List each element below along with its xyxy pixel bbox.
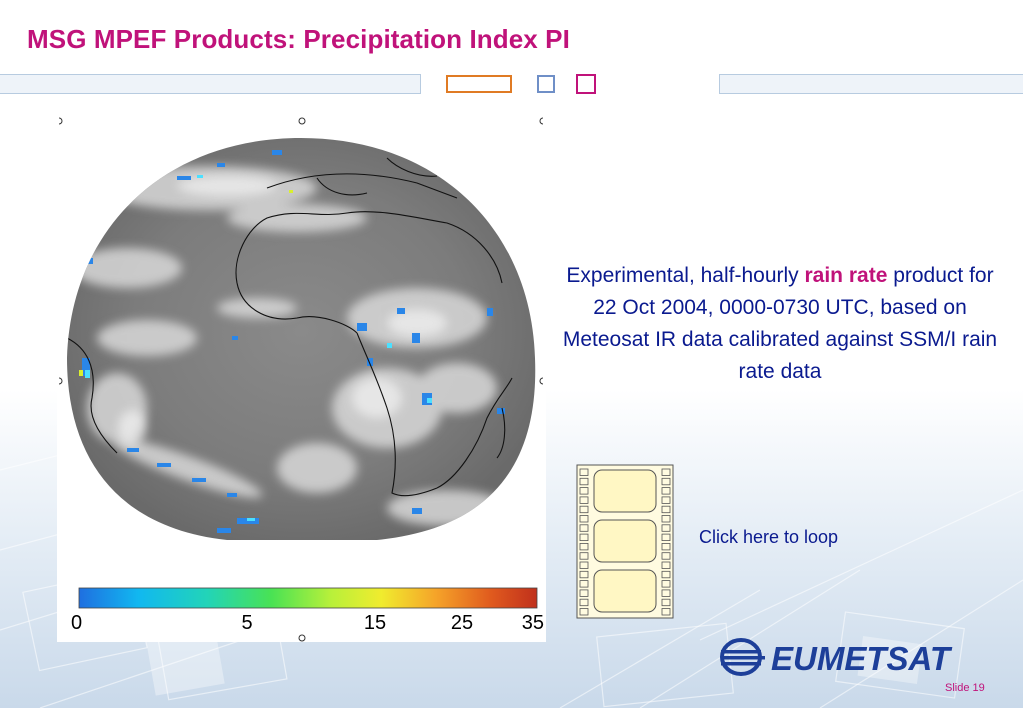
film-perforation <box>579 580 589 588</box>
decorative-box-orange <box>446 75 512 93</box>
film-perforation <box>579 561 589 569</box>
film-perforation <box>661 598 671 607</box>
satellite-image <box>67 138 536 540</box>
background-tiles <box>0 430 1023 708</box>
film-perforation <box>661 533 671 541</box>
decorative-box-pink <box>576 74 596 94</box>
colorbar-tick-label: 5 <box>241 612 252 634</box>
film-perforation <box>661 477 671 486</box>
film-perforation <box>579 608 589 616</box>
film-perforation <box>579 505 589 514</box>
film-perforation <box>579 487 589 495</box>
description-highlight: rain rate <box>804 264 888 287</box>
film-perforation <box>661 570 671 579</box>
description-part2: product for 22 Oct 2004, 0000-0730 UTC, … <box>562 264 998 383</box>
film-perforation <box>661 496 671 504</box>
film-perforation <box>579 570 589 579</box>
film-perforation <box>661 524 671 532</box>
film-perforation <box>579 552 589 560</box>
decorative-box-blue <box>537 75 555 93</box>
film-perforation <box>661 543 671 551</box>
film-perforation <box>579 589 589 597</box>
film-perforation <box>661 608 671 616</box>
eumetsat-logo: EUMETSAT <box>720 638 953 677</box>
film-perforation <box>661 505 671 514</box>
slide-number: Slide 19 <box>945 682 985 694</box>
loop-link[interactable]: Click here to loop <box>699 527 839 547</box>
film-perforation <box>579 515 589 523</box>
header-bar-left <box>0 74 421 94</box>
film-strip-icon[interactable] <box>576 464 674 619</box>
colorbar-tick-label: 0 <box>71 612 82 634</box>
film-perforation <box>661 589 671 597</box>
film-perforation <box>661 580 671 588</box>
film-perforation <box>661 515 671 523</box>
precipitation-map-panel: 0 5 15 25 35 <box>57 108 546 642</box>
film-perforation <box>579 533 589 541</box>
colorbar-tick-label: 15 <box>364 612 386 634</box>
film-perforation <box>579 496 589 504</box>
film-perforation <box>661 468 671 476</box>
film-perforation <box>661 552 671 560</box>
description-part1: Experimental, half-hourly <box>566 264 805 287</box>
header-bar-right <box>719 74 1023 94</box>
colorbar-tick-label: 35 <box>522 612 544 634</box>
slide-title: MSG MPEF Products: Precipitation Index P… <box>27 24 570 54</box>
colorbar: 0 5 15 25 35 <box>71 587 544 634</box>
film-perforation <box>579 598 589 607</box>
film-perforation <box>579 524 589 532</box>
logo-text: EUMETSAT <box>771 640 953 677</box>
film-perforation <box>579 543 589 551</box>
film-perforation <box>579 477 589 486</box>
film-perforation <box>661 487 671 495</box>
film-perforation <box>579 468 589 476</box>
product-description: Experimental, half-hourly rain rate prod… <box>552 260 1008 388</box>
film-perforation <box>661 561 671 569</box>
colorbar-tick-label: 25 <box>451 612 473 634</box>
